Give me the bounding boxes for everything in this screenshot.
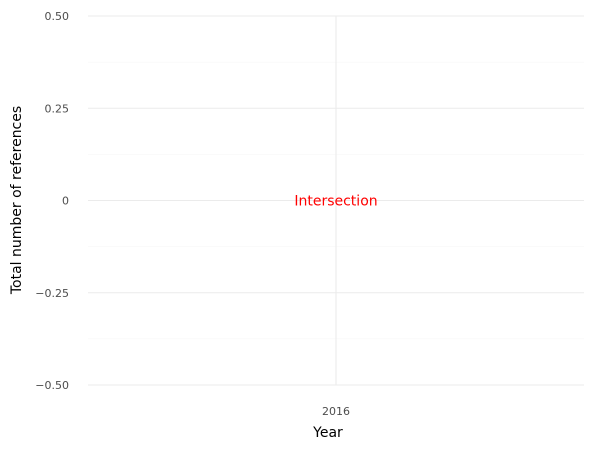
y-axis-ticks: 0.50 0.25 0 −0.25 −0.50 <box>35 10 69 392</box>
y-tick-label: −0.25 <box>35 287 69 300</box>
x-tick-label: 2016 <box>322 405 350 418</box>
annotations: Intersection <box>294 194 377 210</box>
major-gridlines <box>88 15 584 386</box>
x-axis-title: Year <box>312 425 343 441</box>
y-tick-label: 0.25 <box>45 102 70 115</box>
y-tick-label: 0.50 <box>45 10 70 23</box>
y-tick-label: 0 <box>62 195 69 208</box>
x-axis-ticks: 2016 <box>322 405 350 418</box>
annotation-label: Intersection <box>294 194 377 210</box>
y-tick-label: −0.50 <box>35 379 69 392</box>
y-axis-title: Total number of references <box>9 106 25 295</box>
